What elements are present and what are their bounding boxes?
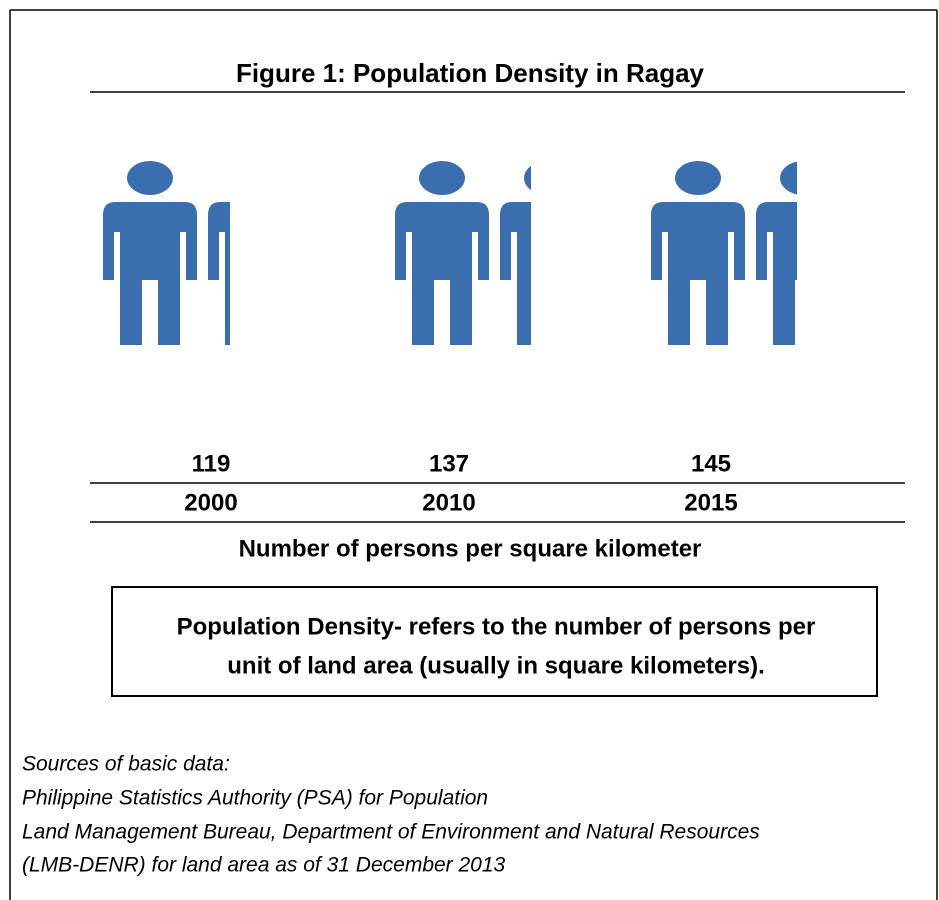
year: 2015 xyxy=(684,489,737,516)
icon-group xyxy=(651,161,797,345)
source-line: (LMB-DENR) for land area as of 31 Decemb… xyxy=(22,854,506,877)
caption: Number of persons per square kilometer xyxy=(239,535,702,562)
source-line: Land Management Bureau, Department of En… xyxy=(22,821,760,844)
frame xyxy=(9,9,938,900)
source-line: Sources of basic data: xyxy=(22,753,230,776)
definition-box xyxy=(111,586,878,697)
definition-line: Population Density- refers to the number… xyxy=(177,613,816,640)
source-line: Philippine Statistics Authority (PSA) fo… xyxy=(22,787,488,810)
value: 145 xyxy=(691,450,731,477)
year: 2000 xyxy=(184,489,237,516)
icon-group xyxy=(103,161,230,345)
icon-group xyxy=(395,161,531,345)
title: Figure 1: Population Density in Ragay xyxy=(236,58,705,88)
value: 137 xyxy=(429,450,469,477)
definition-line: unit of land area (usually in square kil… xyxy=(227,652,764,679)
value: 119 xyxy=(192,450,231,477)
year: 2010 xyxy=(422,489,475,516)
